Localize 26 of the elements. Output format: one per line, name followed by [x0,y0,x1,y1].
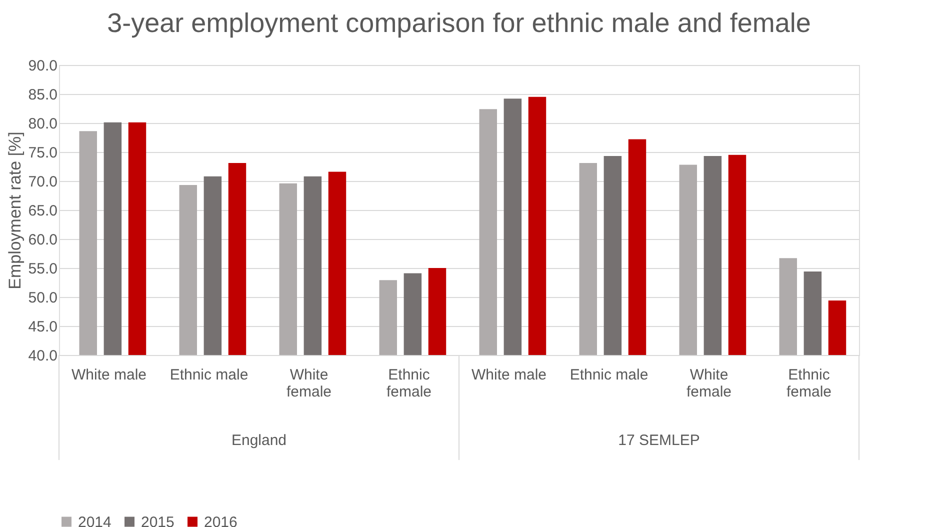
x-tick-label: White female [686,366,732,400]
y-tick-label: 80.0 [28,116,58,132]
y-tick-label: 85.0 [28,86,58,104]
legend-label: 2016 [204,514,238,527]
y-tick-label: 75.0 [28,144,58,162]
y-tick-label: 70.0 [28,174,58,190]
y-axis-title: Employment rate [%] [5,132,24,290]
text: England [231,432,287,449]
y-tick-label: 45.0 [28,318,58,336]
y-tick-label: 40.0 [28,348,58,364]
y-tick-label: 90.0 [28,58,58,74]
text: 17 SEMLEP [618,432,700,449]
y-tick-label: 50.0 [28,290,58,306]
y-tick-label: 55.0 [28,260,58,278]
legend-label: 2015 [141,514,174,527]
y-tick-label: 65.0 [28,202,58,220]
x-tick-label: White male [71,366,147,384]
x-tick-label: White male [471,366,547,384]
x-tick-label: Ethnic male [570,366,648,384]
x-tick-label: White female [286,366,332,400]
x-tick-label: Ethnic female [386,366,432,400]
x-tick-label: Ethnic female [786,366,832,400]
x-tick-label: Ethnic male [170,366,248,384]
chart-title: 3-year employment comparison for ethnic male and female [107,8,811,38]
y-tick-label: 60.0 [28,232,58,248]
legend-label: 2014 [78,514,112,527]
